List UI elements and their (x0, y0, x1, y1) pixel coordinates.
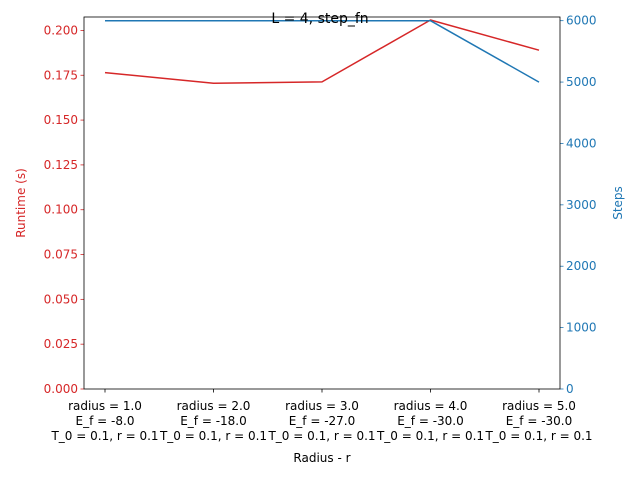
y-tick-label-right: 6000 (566, 14, 597, 28)
x-tick-label: radius = 3.0 (285, 399, 359, 413)
left-axis: 0.000 0.025 0.050 0.075 0.100 0.125 0.150 0.175… (44, 23, 84, 396)
plot-frame (83, 16, 561, 390)
x-tick-label: T_0 = 0.1, r = 0.1 (484, 429, 592, 443)
y-tick-label-right: 1000 (566, 321, 597, 335)
runtime-line (104, 19, 540, 85)
right-axis: 0 1000 2000 3000 4000 5000 6000 (560, 14, 597, 396)
x-tick-label: radius = 5.0 (502, 399, 576, 413)
y-axis-label-right: Steps (611, 186, 625, 220)
y-tick-label-right: 4000 (566, 136, 597, 150)
y-tick-label-left: 0.175 (44, 68, 78, 82)
y-tick-label-left: 0.100 (44, 203, 78, 217)
chart-title: L = 4, step_fn (271, 11, 368, 27)
y-tick-label-left: 0.000 (44, 382, 78, 396)
y-tick-label-right: 5000 (566, 75, 597, 89)
steps-line (105, 19, 540, 83)
x-axis: radius = 1.0E_f = -8.0T_0 = 0.1, r = 0.1… (50, 389, 593, 443)
x-tick-label: T_0 = 0.1, r = 0.1 (376, 429, 484, 443)
y-tick-label-left: 0.150 (44, 113, 78, 127)
x-axis-label: Radius - r (293, 451, 350, 465)
series-layer (104, 19, 540, 85)
y-tick-label-left: 0.075 (44, 248, 78, 262)
x-tick-label: T_0 = 0.1, r = 0.1 (159, 429, 267, 443)
y-tick-label-right: 0 (566, 382, 574, 396)
x-tick-label: T_0 = 0.1, r = 0.1 (267, 429, 375, 443)
x-tick-label: E_f = -27.0 (289, 414, 356, 428)
x-tick-label: radius = 2.0 (177, 399, 251, 413)
y-tick-label-right: 3000 (566, 198, 597, 212)
x-tick-label: E_f = -18.0 (180, 414, 247, 428)
y-tick-label-right: 2000 (566, 259, 597, 273)
y-tick-label-left: 0.200 (44, 23, 78, 37)
x-tick-label: radius = 4.0 (394, 399, 468, 413)
y-tick-label-left: 0.050 (44, 292, 78, 306)
x-tick-label: T_0 = 0.1, r = 0.1 (50, 429, 158, 443)
x-tick-label: E_f = -30.0 (397, 414, 464, 428)
plot-area (84, 17, 560, 389)
y-tick-label-left: 0.025 (44, 337, 78, 351)
y-tick-label-left: 0.125 (44, 158, 78, 172)
x-tick-label: E_f = -30.0 (506, 414, 573, 428)
x-tick-label: E_f = -8.0 (76, 414, 135, 428)
x-tick-label: radius = 1.0 (68, 399, 142, 413)
y-axis-label-left: Runtime (s) (14, 168, 28, 238)
